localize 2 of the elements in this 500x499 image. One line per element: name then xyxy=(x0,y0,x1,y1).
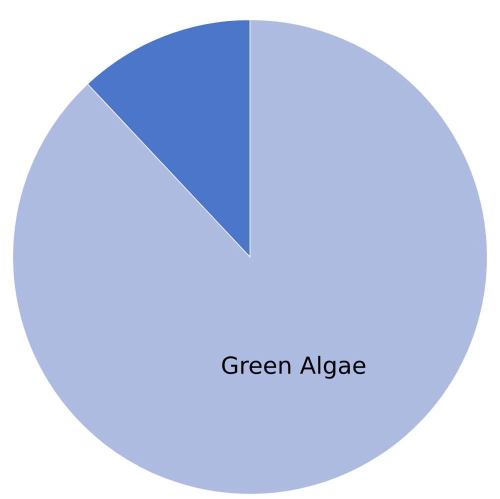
pie-slice xyxy=(12,19,488,495)
slice-label: Green Algae xyxy=(222,356,366,379)
